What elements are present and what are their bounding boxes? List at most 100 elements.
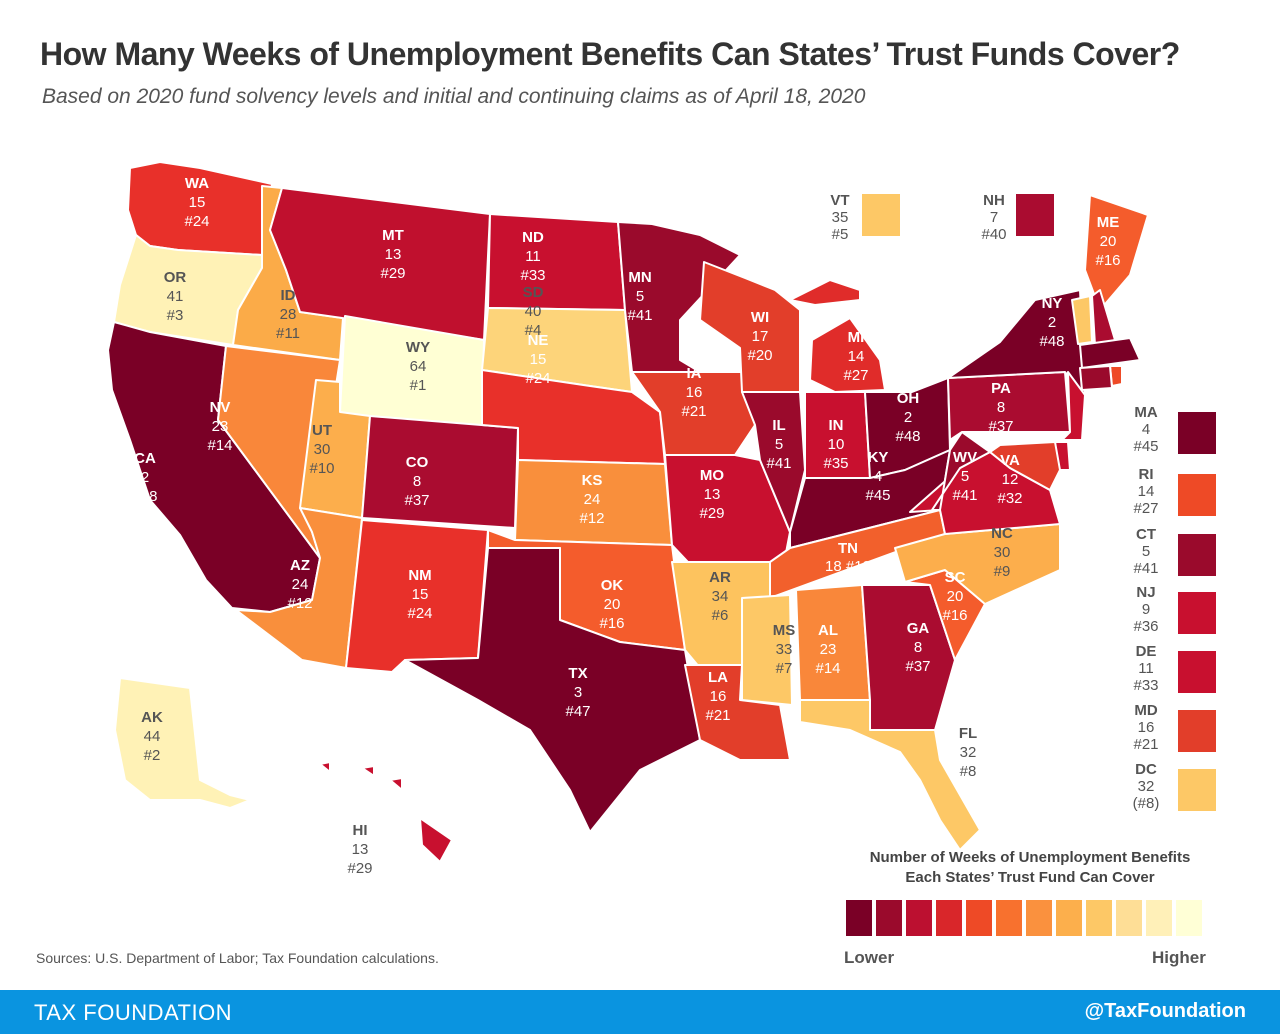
callout-weeks: 9 — [1142, 601, 1150, 618]
state-shape-me — [1084, 194, 1149, 311]
state-rank: #16 — [1095, 252, 1120, 269]
callout-abbr: VT — [830, 192, 849, 209]
state-abbr: VA — [1000, 452, 1020, 469]
state-weeks: 24 — [292, 576, 309, 593]
state-label-pa: PA 8 #37 — [988, 380, 1013, 435]
state-label-ny: NY 2 #48 — [1039, 295, 1064, 350]
legend-swatch-7 — [1026, 900, 1052, 936]
callout-weeks: 7 — [990, 209, 998, 226]
callout-swatch — [1178, 651, 1216, 693]
state-label-nd: ND 11 #33 — [520, 229, 545, 284]
state-weeks: 33 — [776, 641, 793, 658]
state-abbr: TX — [568, 665, 587, 682]
callout-weeks: 32 — [1138, 778, 1155, 795]
state-weeks: 15 — [189, 194, 206, 211]
state-abbr: WA — [185, 175, 209, 192]
state-weeks: 4 — [874, 468, 882, 485]
legend-swatch-11 — [1146, 900, 1172, 936]
callout-rank: #27 — [1133, 500, 1158, 517]
state-rank: #41 — [627, 307, 652, 324]
callout-rank: (#8) — [1133, 795, 1160, 812]
state-rank: #24 — [525, 370, 550, 387]
state-rank: #16 — [942, 607, 967, 624]
state-weeks: 34 — [712, 588, 729, 605]
state-weeks: 14 — [848, 348, 865, 365]
state-shape-co — [361, 415, 519, 529]
state-shape-ct — [1079, 365, 1113, 391]
state-abbr: NM — [408, 567, 431, 584]
legend-swatch-5 — [966, 900, 992, 936]
state-label-ok: OK 20 #16 — [599, 577, 624, 632]
page-subtitle: Based on 2020 fund solvency levels and i… — [42, 85, 866, 108]
callout-abbr: MA — [1134, 404, 1157, 421]
state-abbr: TN — [838, 540, 858, 557]
callout-rank: #36 — [1133, 618, 1158, 635]
state-abbr: AZ — [290, 557, 310, 574]
state-weeks: 11 — [525, 248, 541, 265]
state-label-or: OR 41 #3 — [164, 269, 187, 324]
callout-rank: #45 — [1133, 438, 1158, 455]
state-rank: #9 — [994, 563, 1011, 580]
state-label-az: AZ 24 #12 — [287, 557, 312, 612]
state-abbr: KS — [582, 472, 603, 489]
state-abbr: SD — [523, 284, 544, 301]
footer-handle[interactable]: @TaxFoundation — [1084, 1000, 1246, 1022]
state-rank: #29 — [347, 860, 372, 877]
state-shape-hi — [361, 765, 375, 777]
state-abbr: MN — [628, 269, 651, 286]
state-rank: #32 — [997, 490, 1022, 507]
state-abbr: NC — [991, 525, 1013, 542]
state-weeks: 8 — [914, 639, 922, 656]
state-label-fl: FL 32 #8 — [959, 725, 977, 780]
state-abbr: CO — [406, 454, 429, 471]
state-rank: #16 — [599, 615, 624, 632]
state-weeks: 64 — [410, 358, 427, 375]
state-rank: #29 — [699, 505, 724, 522]
legend-swatch-8 — [1056, 900, 1082, 936]
state-weeks: 32 — [960, 744, 977, 761]
state-rank: #37 — [905, 658, 930, 675]
state-weeks: 28 — [280, 306, 297, 323]
legend-swatch-3 — [906, 900, 932, 936]
callout-rank: #5 — [832, 226, 849, 243]
state-weeks: 13 — [385, 246, 402, 263]
state-abbr: AR — [709, 569, 731, 586]
legend-title: Number of Weeks of Unemployment Benefits… — [830, 848, 1230, 888]
state-rank: #24 — [184, 213, 209, 230]
state-abbr: OR — [164, 269, 187, 286]
state-rank: #41 — [766, 455, 791, 472]
callout-abbr: RI — [1139, 466, 1154, 483]
state-label-ut: UT 30 #10 — [309, 422, 334, 477]
footer-bar: TAX FOUNDATION @TaxFoundation — [0, 990, 1280, 1034]
state-abbr: IL — [772, 417, 785, 434]
state-label-wv: WV 5 #41 — [952, 449, 977, 504]
state-rank: #12 — [579, 510, 604, 527]
callout-weeks: 14 — [1138, 483, 1155, 500]
state-weeks: 13 — [352, 841, 369, 858]
state-rank: #8 — [960, 763, 977, 780]
state-weeks: 16 — [686, 384, 703, 401]
state-rank: #41 — [952, 487, 977, 504]
legend-title-line1: Number of Weeks of Unemployment Benefits — [869, 849, 1191, 866]
state-weeks: 10 — [828, 436, 845, 453]
state-shape-nd — [487, 213, 626, 311]
state-shape-md — [989, 441, 1061, 491]
state-label-co: CO 8 #37 — [404, 454, 429, 509]
state-weeks: 15 — [530, 351, 547, 368]
callout-swatch — [862, 194, 900, 236]
state-abbr: PA — [991, 380, 1011, 397]
state-rank: #48 — [132, 488, 157, 505]
state-label-va: VA 12 #32 — [997, 452, 1022, 507]
state-label-la: LA 16 #21 — [705, 669, 730, 724]
state-abbr: KY — [868, 449, 889, 466]
state-abbr: AL — [818, 622, 838, 639]
state-rank: #3 — [167, 307, 184, 324]
state-label-ks: KS 24 #12 — [579, 472, 604, 527]
state-abbr: AK — [141, 709, 163, 726]
state-label-nm: NM 15 #24 — [407, 567, 432, 622]
sources-note: Sources: U.S. Department of Labor; Tax F… — [36, 950, 439, 966]
state-label-nv: NV 23 #14 — [207, 399, 232, 454]
state-abbr: OH — [897, 390, 920, 407]
